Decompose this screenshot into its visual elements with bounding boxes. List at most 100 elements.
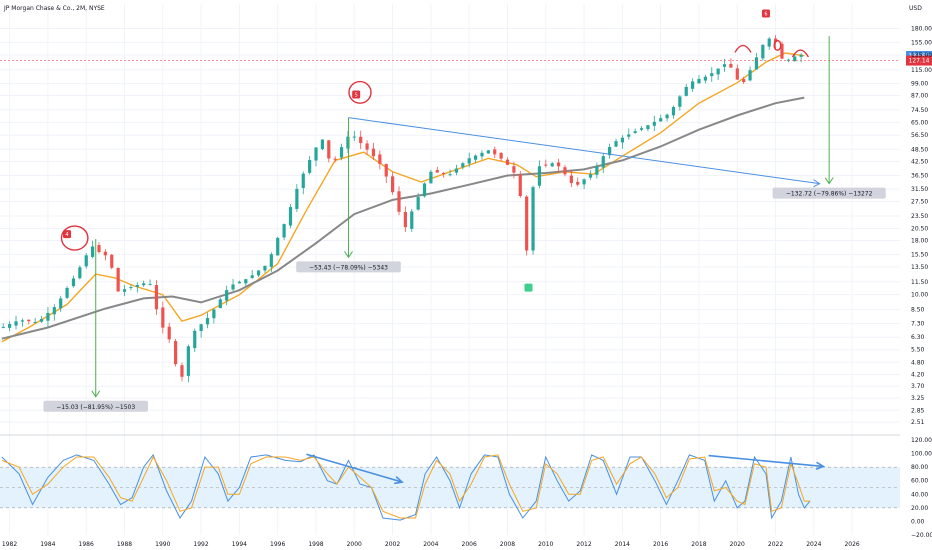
- x-tick-label: 2020: [730, 541, 745, 548]
- candle-body: [237, 281, 242, 284]
- candle-body: [678, 96, 682, 107]
- candle-body: [442, 172, 446, 174]
- candle-body: [518, 174, 522, 197]
- candle-body: [1, 326, 5, 328]
- candle-body: [84, 255, 88, 267]
- candle-body: [556, 162, 561, 167]
- candle-body: [627, 134, 631, 137]
- candle-body: [665, 114, 669, 119]
- y-tick-label: 15.50: [911, 251, 928, 258]
- y-tick-label: 13.50: [911, 264, 928, 271]
- x-tick-label: 1992: [193, 541, 208, 548]
- event-marker-label: 6: [764, 11, 767, 17]
- candle-body: [97, 245, 101, 253]
- candle-body: [614, 141, 618, 147]
- x-tick-label: 1982: [2, 541, 17, 548]
- candle-body: [569, 175, 573, 183]
- y-tick-label: 180.00: [911, 26, 932, 33]
- candle-body: [461, 163, 465, 168]
- y-tick-label: 4.80: [911, 359, 925, 366]
- x-tick-label: 1986: [79, 541, 94, 548]
- candle-body: [416, 197, 420, 210]
- y-tick-label: 6.30: [911, 334, 925, 341]
- event-marker-label: 4: [65, 232, 68, 238]
- candle-body: [754, 57, 759, 70]
- y-tick-label: 3.25: [911, 395, 925, 402]
- candle-body: [537, 166, 542, 186]
- y-tick-label: 10.00: [911, 292, 928, 299]
- candle-body: [327, 140, 331, 159]
- grid-lines: [0, 4, 900, 535]
- x-tick-label: 2010: [538, 541, 553, 548]
- x-tick-label: 1998: [308, 541, 323, 548]
- candle-body: [646, 125, 650, 130]
- candle-body: [761, 44, 765, 59]
- candle-body: [39, 319, 44, 322]
- candle-body: [199, 324, 203, 332]
- candle-body: [365, 143, 369, 150]
- y-tick-label: 20.50: [911, 226, 928, 233]
- candle-body: [218, 299, 222, 309]
- x-tick-label: 2016: [653, 541, 668, 548]
- x-tick-label: 2004: [423, 541, 438, 548]
- candle-body: [378, 154, 382, 164]
- candle-body: [454, 168, 459, 173]
- candle-body: [448, 174, 452, 176]
- y-tick-label: 74.50: [911, 107, 928, 114]
- candle-body: [20, 320, 25, 322]
- candle-body: [46, 312, 50, 321]
- candle-body: [276, 237, 280, 256]
- candle-body: [710, 73, 714, 77]
- candle-body: [193, 330, 197, 349]
- candle-body: [384, 164, 388, 177]
- x-tick-label: 2018: [691, 541, 706, 548]
- candle-body: [652, 121, 656, 126]
- candle-body: [154, 285, 159, 310]
- candle-body: [308, 159, 312, 173]
- y-tick-label: 48.50: [911, 146, 928, 153]
- axes: 2.51 2.85 3.25 3.70 4.20 4.80 5.50 6.30 7.30 8.50…: [2, 26, 932, 548]
- candle-body: [525, 196, 529, 251]
- candlestick-series: [1, 35, 803, 383]
- candle-body: [422, 183, 427, 197]
- candle-body: [256, 270, 261, 276]
- divergence-arrowhead: [815, 461, 826, 471]
- highlight-arc: [791, 49, 810, 58]
- moving-average-line: [1, 52, 805, 343]
- measure-label-box: [43, 400, 149, 412]
- candle-body: [320, 139, 325, 150]
- candle-body: [129, 286, 133, 288]
- candle-body: [371, 148, 376, 157]
- candle-body: [429, 171, 433, 184]
- osc-y-tick-label: −20.00: [911, 532, 932, 539]
- candle-body: [78, 267, 82, 279]
- y-tick-label: 2.51: [911, 419, 925, 426]
- candle-body: [435, 170, 439, 173]
- candle-body: [71, 278, 76, 287]
- candle-body: [729, 63, 733, 68]
- candle-body: [576, 181, 580, 185]
- measure-label-box: [296, 261, 401, 273]
- divergence-line: [306, 453, 403, 483]
- candle-body: [8, 324, 12, 328]
- candle-body: [671, 107, 676, 116]
- candle-body: [269, 254, 273, 267]
- candle-body: [135, 285, 139, 287]
- candle-body: [480, 152, 484, 157]
- candle-body: [742, 79, 746, 83]
- y-tick-label: 23.50: [911, 213, 928, 220]
- x-tick-label: 1984: [40, 541, 55, 548]
- candle-body: [186, 346, 190, 376]
- candle-body: [773, 38, 778, 43]
- candle-body: [103, 251, 107, 256]
- candle-body: [282, 224, 286, 238]
- measure-label: −15.03 (−81.95%) −1503: [56, 404, 135, 411]
- candle-body: [403, 211, 407, 228]
- y-tick-label: 65.00: [911, 119, 928, 126]
- y-tick-label: 3.70: [911, 383, 925, 390]
- x-tick-label: 1990: [155, 541, 170, 548]
- measure-label: −132.72 (−79.86%) −13272: [786, 191, 873, 198]
- candle-body: [346, 136, 350, 149]
- highlight-circle: [60, 225, 89, 251]
